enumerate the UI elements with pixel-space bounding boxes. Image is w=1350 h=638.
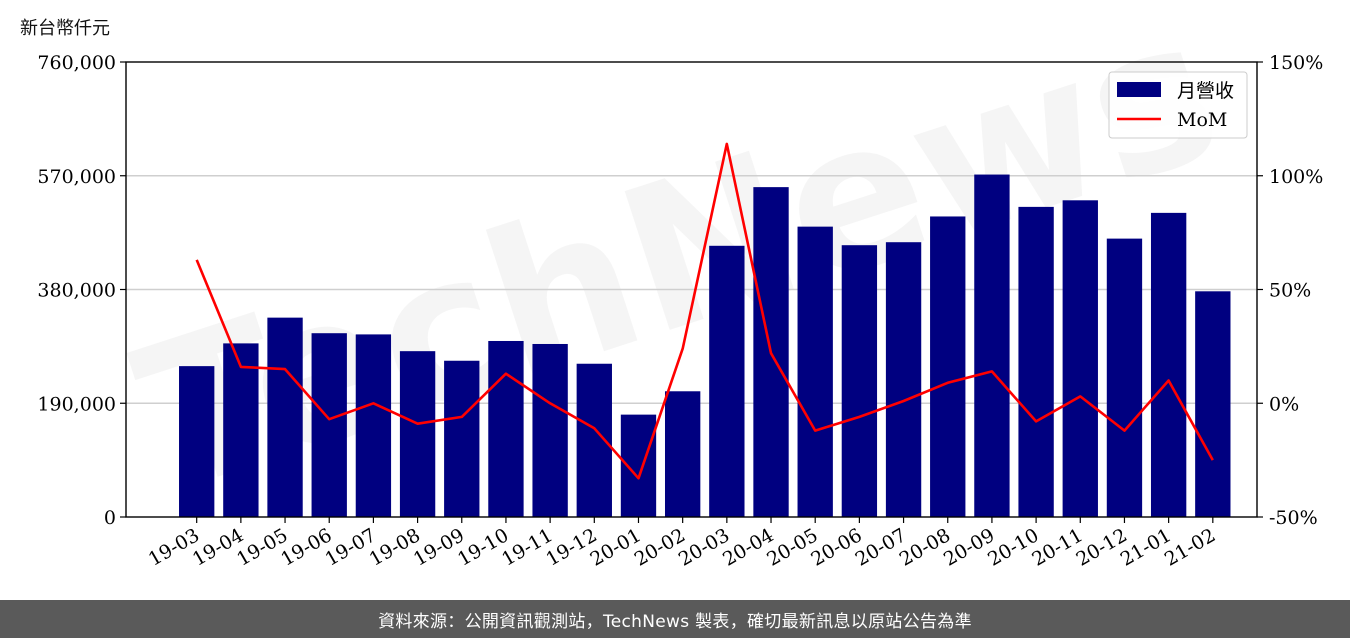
y-left-tick-label: 380,000	[37, 280, 116, 302]
y-right-tick-label: 0%	[1269, 393, 1299, 415]
bar-19-04	[223, 343, 259, 517]
bar-20-09	[974, 174, 1010, 518]
y-left-tick-label: 760,000	[37, 52, 116, 74]
chart-area: TechNews 0 190,000 380,000 570,000 760,000 -50…	[20, 0, 1323, 571]
bar-20-05	[797, 226, 833, 517]
y-left-tick-label: 190,000	[37, 393, 116, 415]
bar-19-11	[532, 343, 568, 517]
bar-19-05	[267, 317, 303, 517]
bar-20-12	[1106, 238, 1143, 517]
bar-19-09	[444, 360, 480, 517]
bar-20-07	[885, 242, 922, 517]
legend-label-revenue: 月營收	[1177, 80, 1234, 102]
bar-21-02	[1195, 291, 1231, 517]
bar-19-07	[355, 334, 392, 517]
x-tick-label: 21-02	[1161, 524, 1219, 570]
legend-swatch-bar	[1117, 82, 1161, 97]
source-note: 資料來源：公開資訊觀測站，TechNews 製表，確切最新訊息以原站公告為準	[378, 611, 972, 632]
y-axis-unit-label: 新台幣仟元	[20, 18, 110, 39]
bar-20-10	[1018, 206, 1054, 517]
bar-20-11	[1062, 200, 1098, 517]
bar-19-10	[488, 340, 524, 517]
y-right-tick-label: 50%	[1269, 280, 1311, 302]
y-right-tick-label: 100%	[1269, 166, 1323, 188]
legend-label-mom: MoM	[1177, 109, 1227, 131]
bar-20-02	[664, 391, 701, 517]
source-footer: 資料來源：公開資訊觀測站，TechNews 製表，確切最新訊息以原站公告為準	[0, 600, 1350, 638]
y-right-tick-label: 150%	[1269, 52, 1323, 74]
y-left-tick-label: 570,000	[37, 166, 116, 188]
mom-line	[195, 142, 1214, 480]
bar-20-08	[930, 216, 966, 518]
bar-21-01	[1150, 212, 1187, 518]
bar-20-03	[709, 245, 745, 517]
y-left-tick-label: 0	[104, 507, 116, 529]
bar-19-06	[311, 333, 347, 517]
bar-19-03	[179, 366, 215, 517]
legend: 月營收 MoM	[1108, 71, 1248, 139]
bar-19-08	[399, 351, 436, 517]
revenue-chart: TechNews0190,000380,000570,000760,000-50…	[37, 0, 1323, 571]
y-right-tick-label: -50%	[1269, 507, 1318, 529]
bar-20-06	[841, 245, 878, 517]
